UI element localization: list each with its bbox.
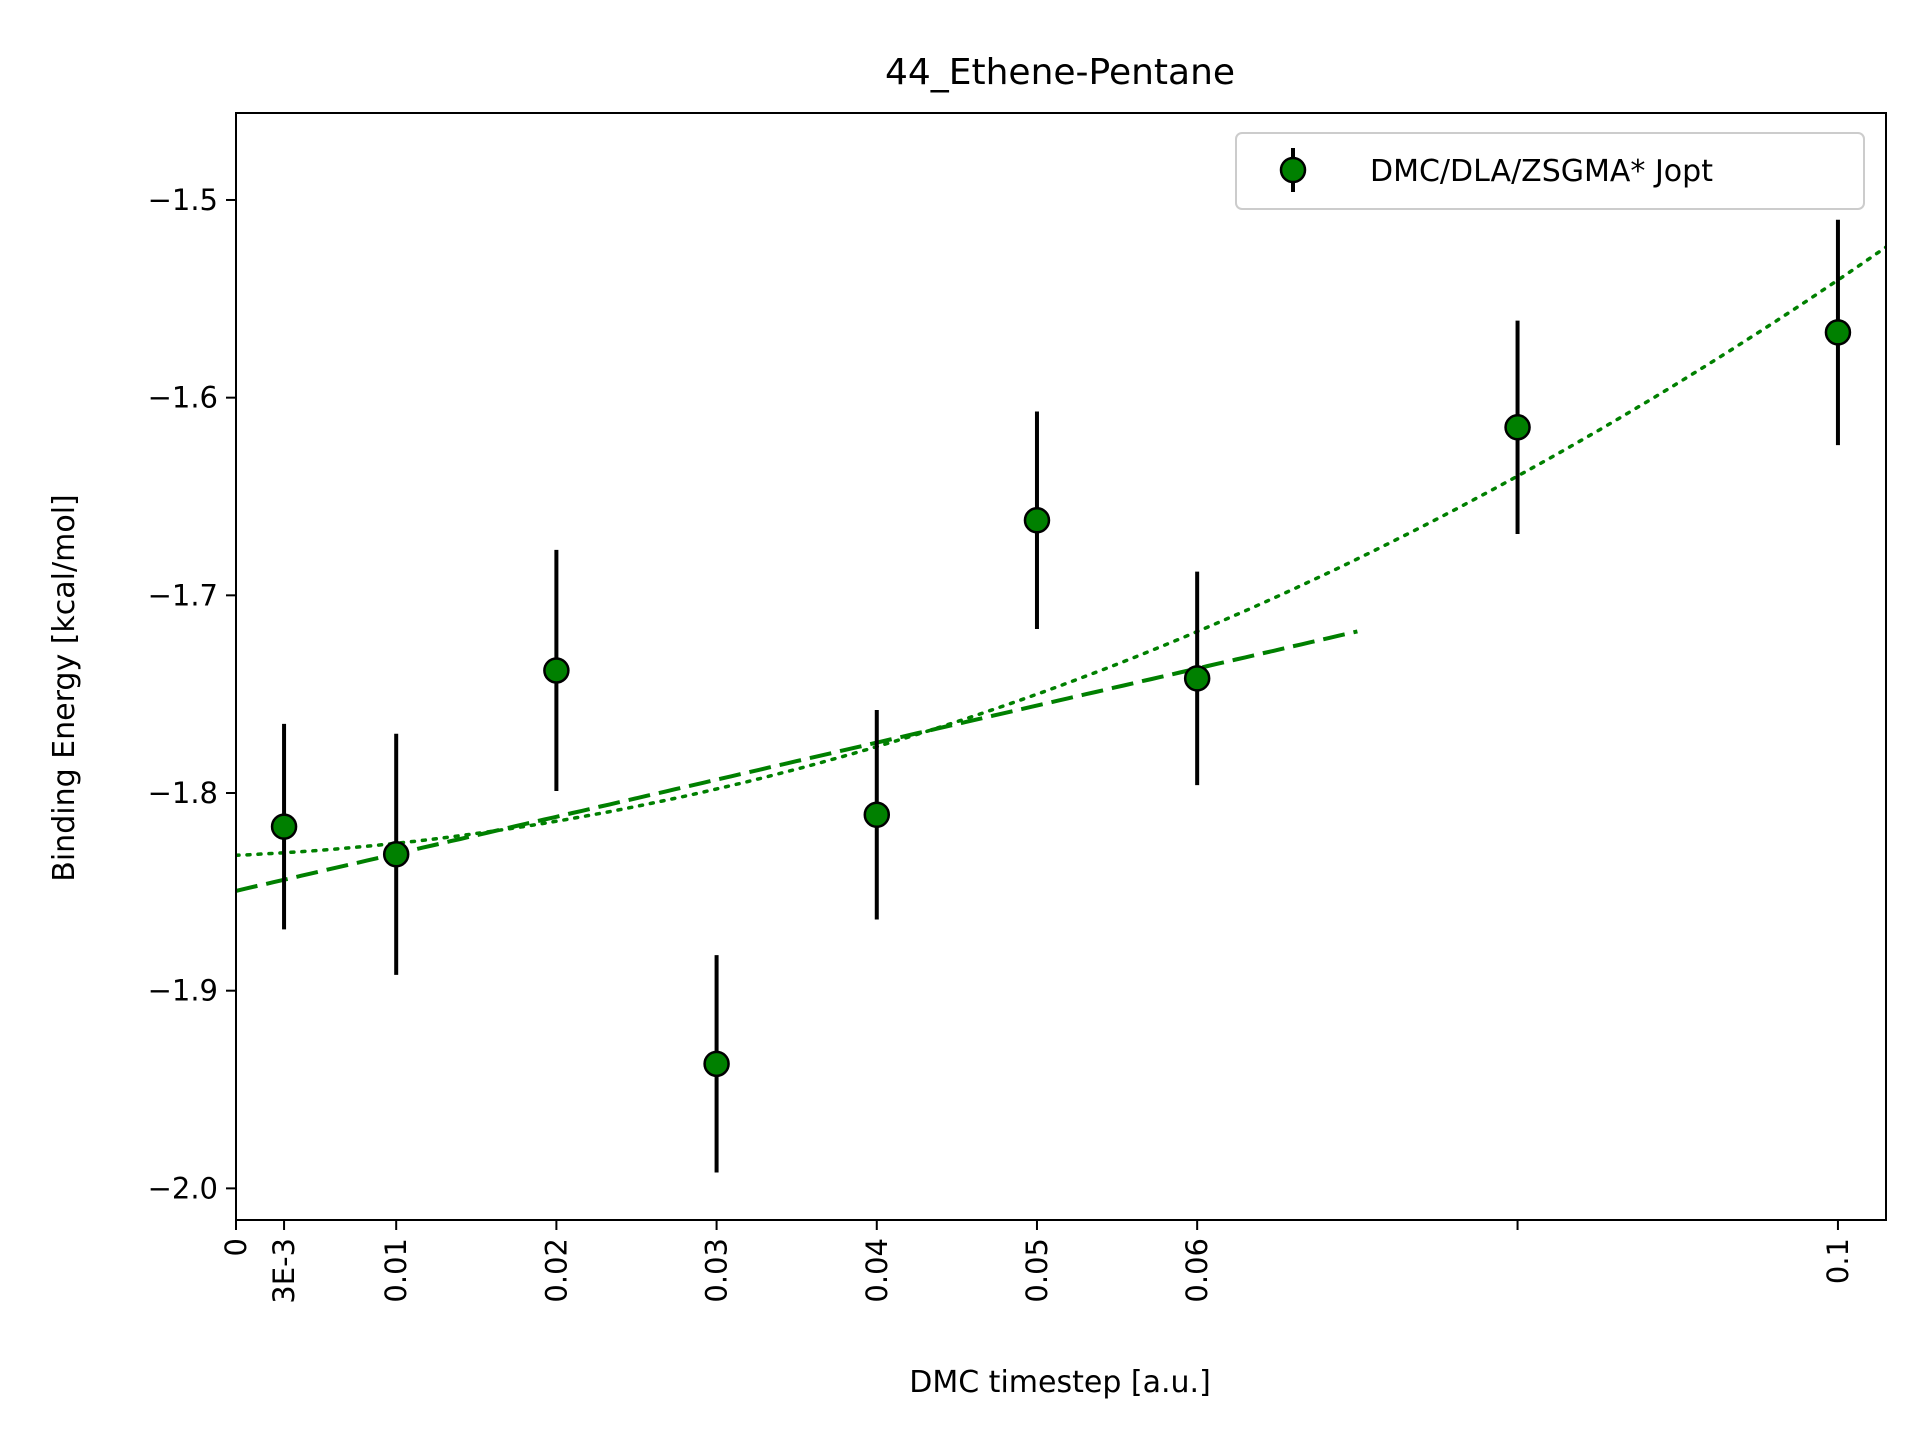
y-tick-label: −2.0	[148, 1171, 218, 1205]
legend-box	[1235, 132, 1865, 210]
y-axis: −1.5 −1.6 −1.7 −1.8 −1.9 −2.0	[148, 183, 236, 1205]
data-point	[1023, 506, 1051, 534]
x-axis: 0 3E-3 0.01 0.02 0.03 0.04 0.05 0.06 0.1	[219, 1220, 1855, 1304]
x-tick-label: 0.02	[539, 1238, 573, 1303]
legend: DMC/DLA/ZSGMA* Jopt	[1235, 132, 1865, 210]
legend-marker	[1279, 156, 1307, 184]
y-tick-label: −1.6	[148, 381, 218, 415]
x-tick-label: 3E-3	[267, 1238, 301, 1304]
axes-frame	[235, 112, 1887, 1221]
data-point	[270, 813, 298, 840]
x-tick-label: 0.06	[1180, 1238, 1214, 1303]
chart-title: 44_Ethene-Pentane	[885, 52, 1235, 93]
fit-line-dotted	[236, 245, 1886, 858]
data-point	[1824, 319, 1852, 346]
y-tick-label: −1.9	[148, 974, 218, 1008]
data-point	[382, 841, 410, 868]
y-axis-label: Binding Energy [kcal/mol]	[47, 494, 82, 881]
legend-label: DMC/DLA/ZSGMA* Jopt	[1370, 154, 1713, 189]
y-tick-label: −1.7	[148, 578, 218, 612]
data-point	[863, 801, 891, 829]
data-point	[543, 657, 570, 684]
x-tick-label: 0.03	[700, 1238, 734, 1303]
x-tick-label: 0.1	[1821, 1238, 1855, 1284]
plot-area	[235, 112, 1887, 1221]
x-tick-label: 0	[219, 1238, 253, 1256]
x-tick-label: 0.01	[379, 1238, 413, 1303]
y-tick-label: −1.8	[148, 776, 218, 810]
x-tick-label: 0.04	[860, 1238, 894, 1303]
x-tick-label: 0.05	[1020, 1238, 1054, 1303]
data-point	[703, 1050, 730, 1078]
x-axis-label: DMC timestep [a.u.]	[909, 1365, 1211, 1400]
data-point	[1183, 665, 1211, 692]
y-tick-label: −1.5	[148, 183, 218, 217]
fit-line-dashed	[236, 629, 1358, 893]
data-point	[1504, 414, 1531, 441]
